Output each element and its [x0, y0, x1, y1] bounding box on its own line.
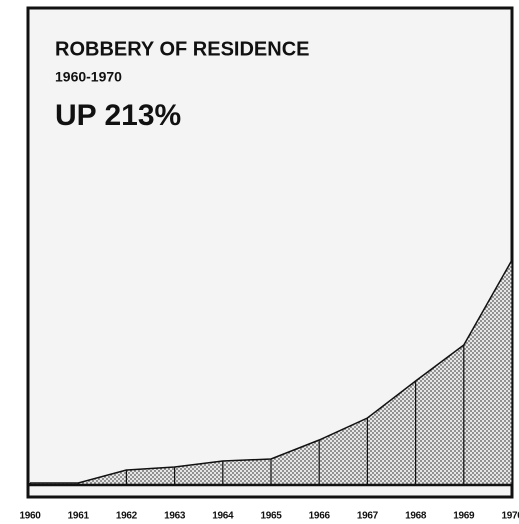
annotation: UP 213%	[55, 99, 181, 132]
x-tick-label: 1962	[116, 511, 138, 522]
x-tick-label: 1969	[453, 511, 475, 522]
x-tick-label: 1964	[212, 511, 234, 522]
x-tick-label: 1968	[405, 511, 427, 522]
x-tick-label: 1965	[260, 511, 282, 522]
chart-title: ROBBERY OF RESIDENCE	[55, 38, 309, 60]
x-tick-label: 1961	[68, 511, 90, 522]
chart-subtitle: 1960-1970	[55, 69, 122, 85]
x-tick-label: 1960	[19, 511, 41, 522]
x-tick-label: 1963	[164, 511, 186, 522]
area	[30, 260, 512, 485]
x-tick-label: 1967	[357, 511, 379, 522]
x-tick-label: 1970	[501, 511, 519, 522]
x-tick-label: 1966	[309, 511, 331, 522]
